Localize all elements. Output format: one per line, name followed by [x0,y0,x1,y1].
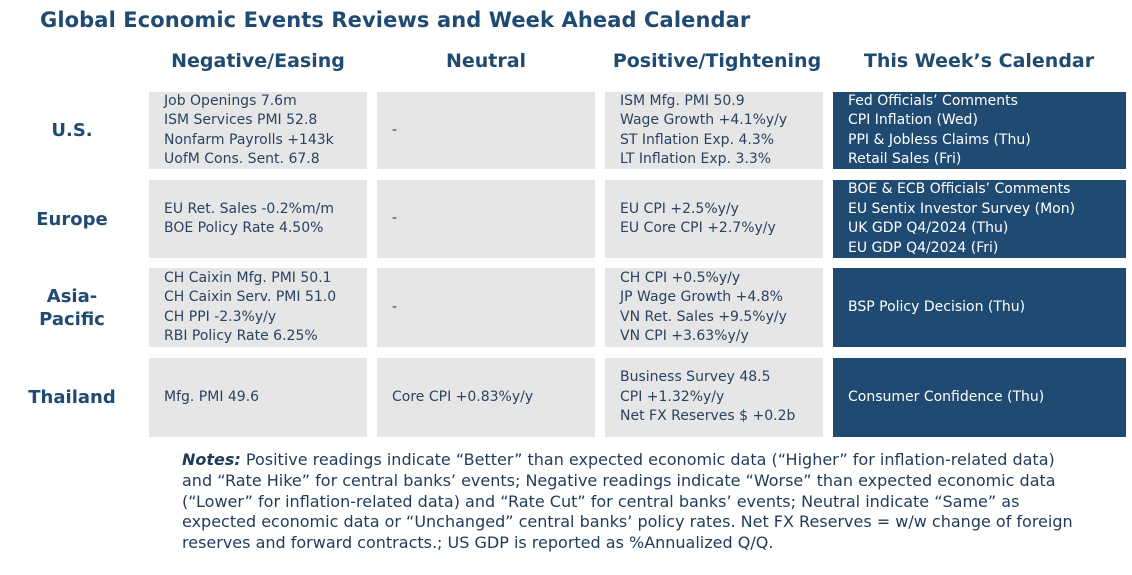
list-item: EU CPI +2.5%y/y [620,200,739,217]
list-item: CH Caixin Serv. PMI 51.0 [164,289,337,305]
cell-asia-pacific-neutral: - [377,268,595,347]
cell-thailand-negative: Mfg. PMI 49.6 [149,358,367,437]
list-item: BSP Policy Decision (Thu) [848,298,1026,315]
list-item: JP Wage Growth +4.8% [620,289,783,305]
list-item: PPI & Jobless Claims (Thu) [848,131,1031,148]
list-item: - [392,121,398,138]
list-item: Consumer Confidence (Thu) [848,388,1045,405]
cell-asia-pacific-negative: CH Caixin Mfg. PMI 50.1 CH Caixin Serv. … [149,268,367,347]
column-header-negative: Negative/Easing [171,50,345,72]
list-item: Retail Sales (Fri) [848,151,962,167]
list-item: Fed Officials’ Comments [848,92,1018,109]
cell-thailand-positive: Business Survey 48.5 CPI +1.32%y/y Net F… [605,358,823,437]
list-item: Job Openings 7.6m [164,92,297,109]
list-item: - [392,298,398,315]
list-item: EU GDP Q4/2024 (Fri) [848,239,999,256]
list-item: EU Core CPI +2.7%y/y [620,220,776,236]
notes: Notes: Positive readings indicate “Bette… [182,450,1082,554]
list-item: VN Ret. Sales +9.5%y/y [620,308,787,325]
cell-thailand-neutral: Core CPI +0.83%y/y [377,358,595,437]
list-item: Nonfarm Payrolls +143k [164,131,334,148]
row-label-thailand: Thailand [28,387,116,408]
list-item: ISM Services PMI 52.8 [164,112,318,128]
list-item: BOE Policy Rate 4.50% [164,220,324,236]
row-label-line: Asia- [46,285,98,307]
list-item: CPI +1.32%y/y [620,388,725,405]
notes-text: Positive readings indicate “Better” than… [182,450,1073,553]
cell-us-calendar: Fed Officials’ Comments CPI Inflation (W… [833,92,1126,169]
cell-europe-positive: EU CPI +2.5%y/y EU Core CPI +2.7%y/y [605,180,823,258]
cell-us-positive: ISM Mfg. PMI 50.9 Wage Growth +4.1%y/y S… [605,92,823,169]
list-item: Net FX Reserves $ +0.2b [620,408,796,425]
list-item: ISM Mfg. PMI 50.9 [620,92,745,109]
list-item: BOE & ECB Officials’ Comments [848,181,1071,197]
list-item: LT Inflation Exp. 3.3% [620,151,772,167]
column-header-calendar: This Week’s Calendar [863,50,1095,72]
column-header-neutral: Neutral [445,50,527,72]
row-label-us: U.S. [51,120,93,141]
list-item: - [392,210,398,227]
list-item: EU Sentix Investor Survey (Mon) [848,200,1076,217]
page-title: Global Economic Events Reviews and Week … [40,8,751,32]
list-item: EU Ret. Sales -0.2%m/m [164,200,334,217]
list-item: Business Survey 48.5 [620,369,771,386]
cell-us-negative: Job Openings 7.6m ISM Services PMI 52.8 … [149,92,367,169]
list-item: ST Inflation Exp. 4.3% [620,131,775,148]
list-item: Mfg. PMI 49.6 [164,388,260,405]
list-item: CH PPI -2.3%y/y [164,308,277,325]
list-item: VN CPI +3.63%y/y [620,328,749,344]
list-item: CH CPI +0.5%y/y [620,269,741,286]
column-header-positive: Positive/Tightening [612,50,822,72]
list-item: CH Caixin Mfg. PMI 50.1 [164,269,332,286]
cell-thailand-calendar: Consumer Confidence (Thu) [833,358,1126,437]
list-item: UofM Cons. Sent. 67.8 [164,151,320,167]
list-item: Core CPI +0.83%y/y [392,388,534,405]
row-label-asia-pacific: Asia- Pacific [18,268,126,347]
cell-asia-pacific-calendar: BSP Policy Decision (Thu) [833,268,1126,347]
cell-europe-calendar: BOE & ECB Officials’ Comments EU Sentix … [833,180,1126,258]
notes-label: Notes: [182,450,241,469]
cell-asia-pacific-positive: CH CPI +0.5%y/y JP Wage Growth +4.8% VN … [605,268,823,347]
row-label-line: Pacific [39,308,105,330]
list-item: Wage Growth +4.1%y/y [620,112,788,128]
cell-europe-negative: EU Ret. Sales -0.2%m/m BOE Policy Rate 4… [149,180,367,258]
list-item: UK GDP Q4/2024 (Thu) [848,220,1009,236]
cell-europe-neutral: - [377,180,595,258]
cell-us-neutral: - [377,92,595,169]
list-item: CPI Inflation (Wed) [848,112,978,128]
row-label-europe: Europe [36,208,108,230]
list-item: RBI Policy Rate 6.25% [164,328,318,344]
